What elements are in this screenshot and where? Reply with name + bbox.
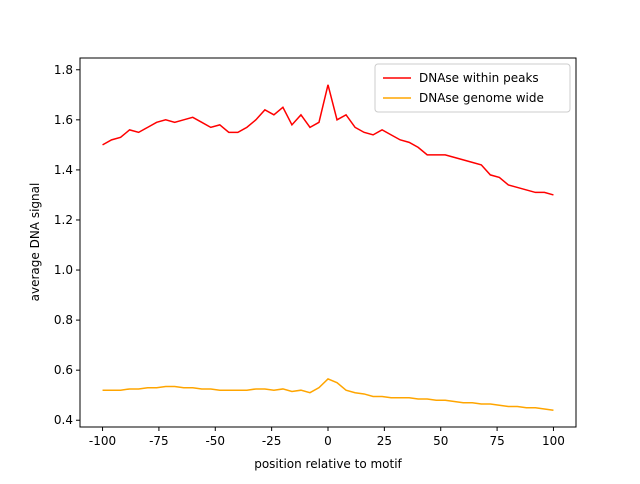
y-tick-label: 1.6 xyxy=(54,113,73,127)
x-tick-label: 0 xyxy=(324,434,332,448)
y-axis-label: average DNA signal xyxy=(28,183,42,302)
x-tick-label: 25 xyxy=(377,434,392,448)
line-series xyxy=(102,84,554,196)
y-tick-label: 0.6 xyxy=(54,363,73,377)
plot-frame xyxy=(79,57,577,428)
y-tick-label: 0.8 xyxy=(54,313,73,327)
x-tick-label: -50 xyxy=(205,434,225,448)
x-axis-label: position relative to motif xyxy=(254,457,402,471)
y-tick-label: 1.2 xyxy=(54,213,73,227)
y-tick-label: 1.8 xyxy=(54,63,73,77)
x-tick-label: -75 xyxy=(149,434,169,448)
y-tick-label: 1.4 xyxy=(54,163,73,177)
legend-label: DNAse within peaks xyxy=(419,71,539,85)
x-tick-label: -100 xyxy=(89,434,116,448)
line-series xyxy=(102,378,554,411)
y-tick-label: 0.4 xyxy=(54,413,73,427)
x-tick-label: 100 xyxy=(542,434,565,448)
legend-box xyxy=(374,63,571,113)
x-tick-label: 50 xyxy=(433,434,448,448)
x-tick-label: 75 xyxy=(489,434,504,448)
y-tick-label: 1.0 xyxy=(54,263,73,277)
x-tick-label: -25 xyxy=(262,434,282,448)
legend-label: DNAse genome wide xyxy=(419,91,544,105)
